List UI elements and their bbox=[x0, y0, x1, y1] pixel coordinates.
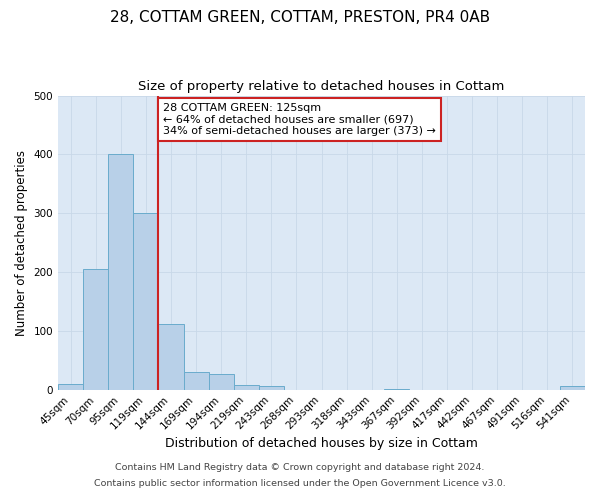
Bar bbox=[184, 372, 209, 390]
Bar bbox=[158, 324, 184, 390]
Bar bbox=[384, 388, 409, 390]
Title: Size of property relative to detached houses in Cottam: Size of property relative to detached ho… bbox=[139, 80, 505, 93]
Bar bbox=[108, 154, 133, 390]
Y-axis label: Number of detached properties: Number of detached properties bbox=[15, 150, 28, 336]
Text: 28, COTTAM GREEN, COTTAM, PRESTON, PR4 0AB: 28, COTTAM GREEN, COTTAM, PRESTON, PR4 0… bbox=[110, 10, 490, 25]
Bar bbox=[209, 374, 233, 390]
Text: 28 COTTAM GREEN: 125sqm
← 64% of detached houses are smaller (697)
34% of semi-d: 28 COTTAM GREEN: 125sqm ← 64% of detache… bbox=[163, 102, 436, 136]
Bar bbox=[133, 213, 158, 390]
Bar bbox=[560, 386, 585, 390]
Text: Contains HM Land Registry data © Crown copyright and database right 2024.: Contains HM Land Registry data © Crown c… bbox=[115, 464, 485, 472]
Text: Contains public sector information licensed under the Open Government Licence v3: Contains public sector information licen… bbox=[94, 478, 506, 488]
Bar bbox=[259, 386, 284, 390]
Bar bbox=[233, 385, 259, 390]
X-axis label: Distribution of detached houses by size in Cottam: Distribution of detached houses by size … bbox=[165, 437, 478, 450]
Bar bbox=[83, 269, 108, 390]
Bar bbox=[58, 384, 83, 390]
